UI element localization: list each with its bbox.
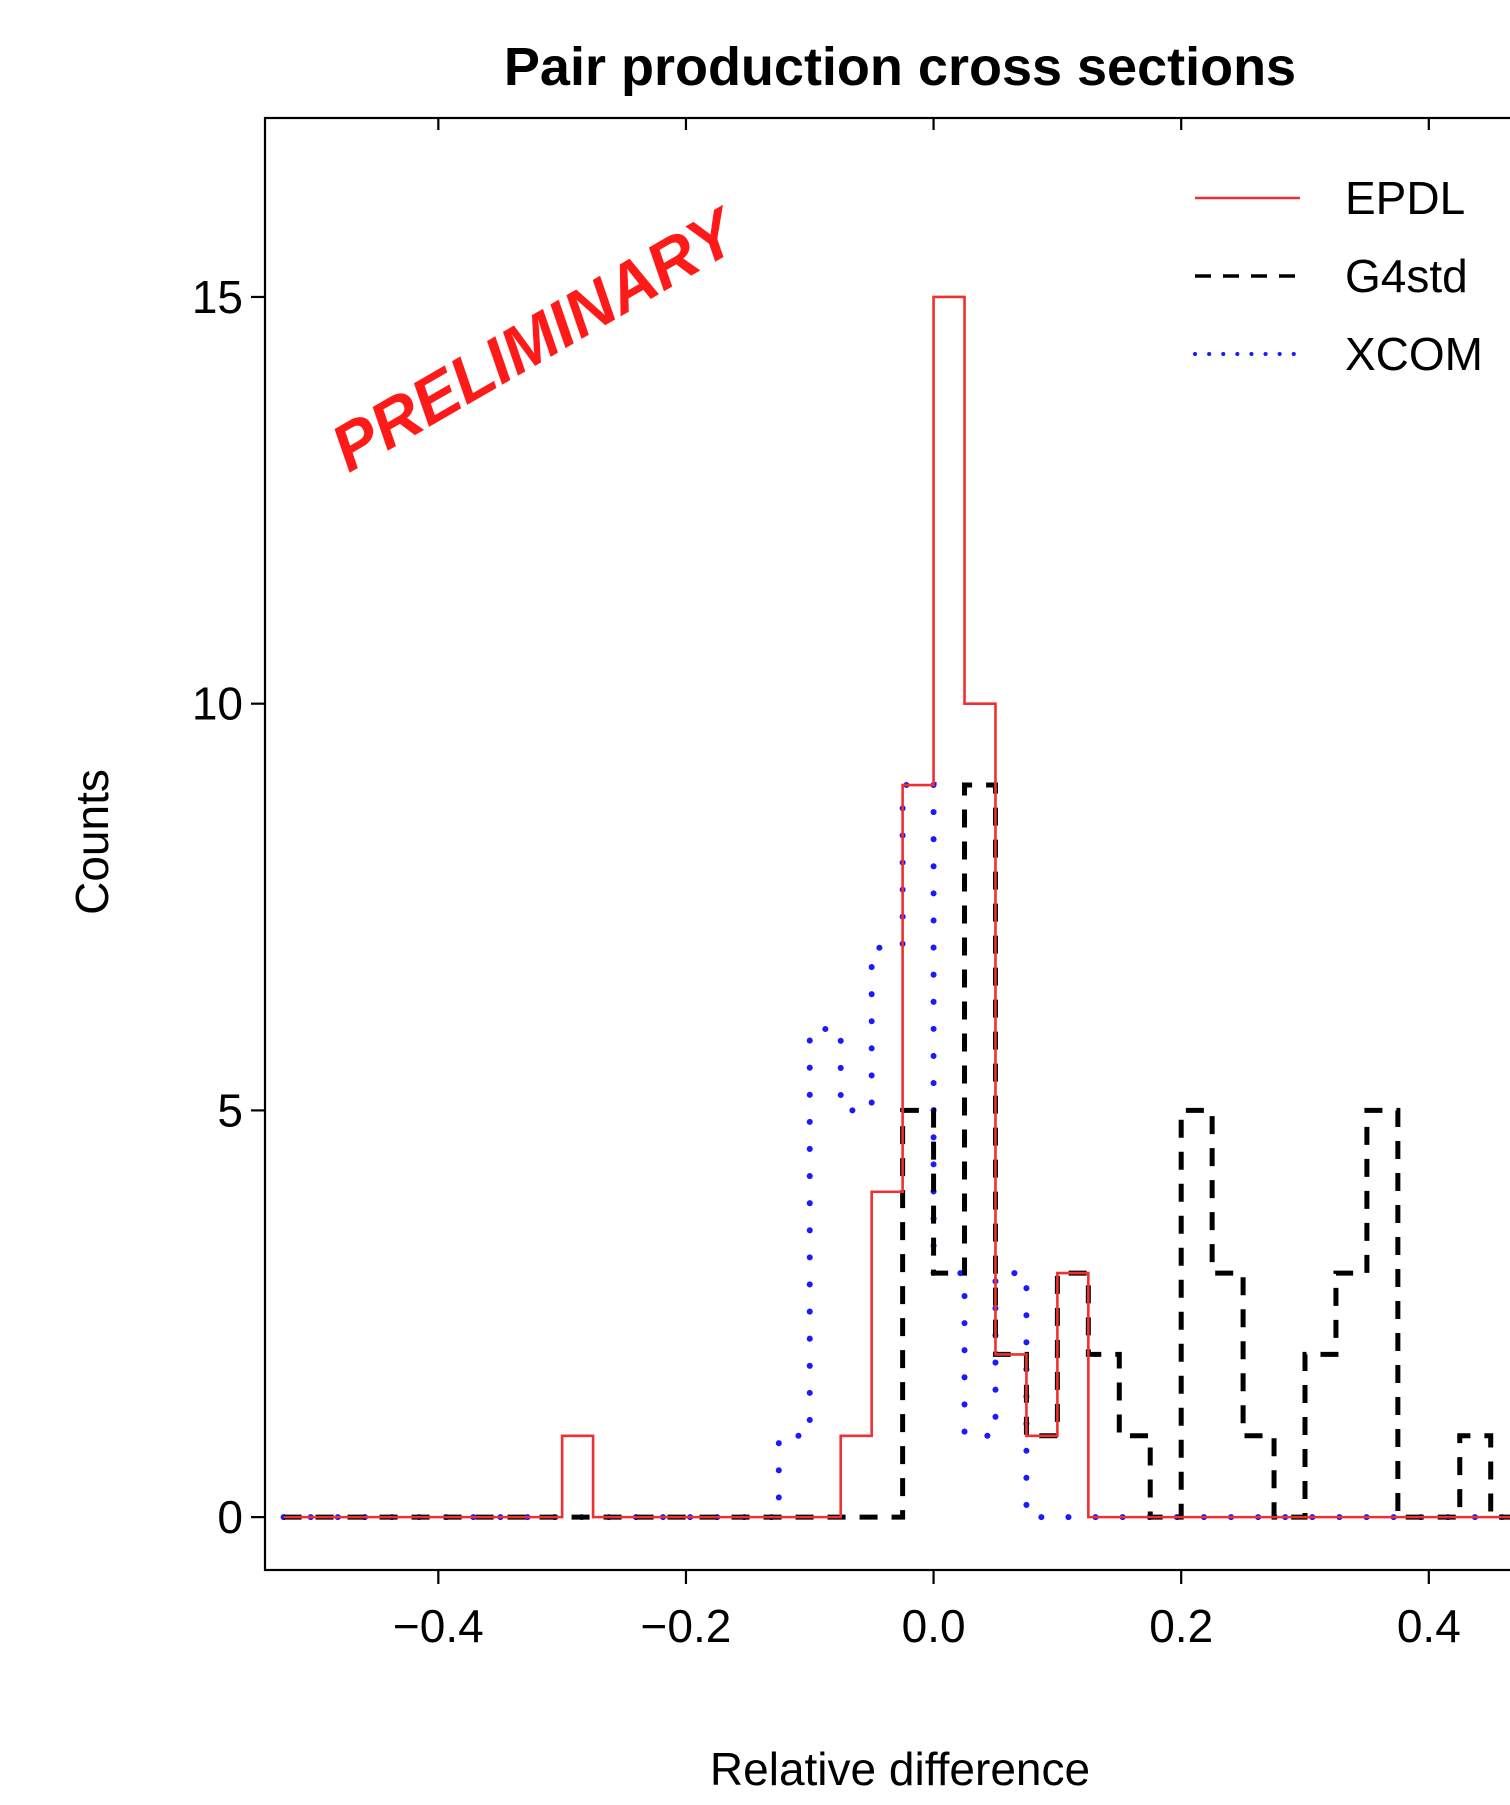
plot-area — [265, 118, 1510, 1570]
series-epdl-line — [284, 297, 1510, 1517]
y-axis: 0 5 10 15 — [192, 271, 265, 1543]
x-tick-label: 0.4 — [1397, 1600, 1461, 1652]
y-tick-label: 15 — [192, 271, 243, 323]
y-tick-label: 0 — [217, 1491, 243, 1543]
y-tick-label: 10 — [192, 678, 243, 730]
series-g4std-line — [284, 785, 1510, 1517]
x-tick-label: −0.4 — [393, 1600, 484, 1652]
x-tick-label: 0.0 — [902, 1600, 966, 1652]
legend-label-g4std: G4std — [1345, 250, 1468, 302]
series-xcom-line — [284, 785, 1510, 1517]
series-layer — [284, 297, 1510, 1517]
x-tick-label: −0.2 — [641, 1600, 732, 1652]
chart-title: Pair production cross sections — [504, 37, 1296, 97]
legend-label-epdl: EPDL — [1345, 172, 1465, 224]
x-tick-label: 0.2 — [1149, 1600, 1213, 1652]
legend: EPDL G4std XCOM — [1195, 172, 1483, 380]
y-axis-label: Counts — [66, 769, 118, 915]
preliminary-watermark: PRELIMINARY — [319, 192, 753, 485]
x-axis-label: Relative difference — [710, 1743, 1090, 1795]
legend-label-xcom: XCOM — [1345, 328, 1483, 380]
y-tick-label: 5 — [217, 1084, 243, 1136]
